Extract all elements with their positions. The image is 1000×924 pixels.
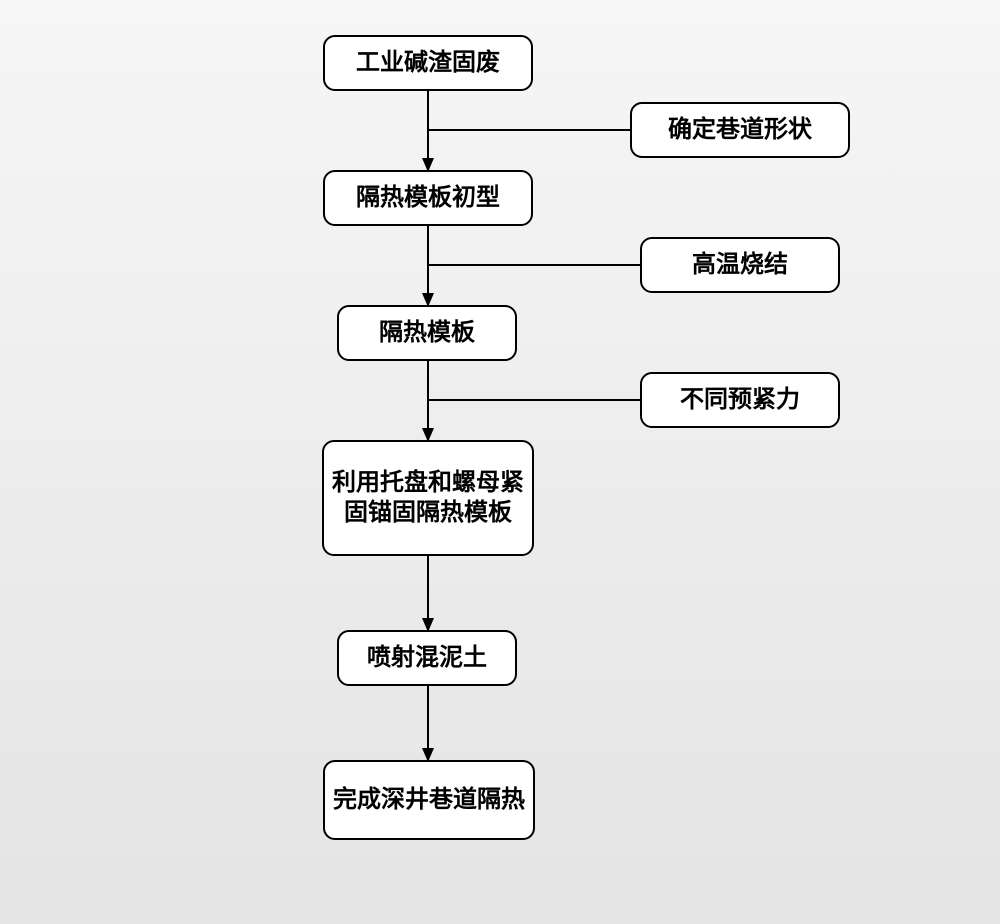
node-label: 工业碱渣固废 (356, 48, 500, 78)
flowchart-node: 完成深井巷道隔热 (323, 760, 535, 840)
node-label: 不同预紧力 (680, 385, 800, 415)
node-label: 隔热模板初型 (356, 183, 500, 213)
node-label: 利用托盘和螺母紧固锚固隔热模板 (332, 468, 524, 528)
node-label: 喷射混泥土 (367, 643, 487, 673)
node-label: 隔热模板 (379, 318, 475, 348)
flowchart-node: 高温烧结 (640, 237, 840, 293)
node-label: 完成深井巷道隔热 (333, 785, 525, 815)
flowchart-node: 工业碱渣固废 (323, 35, 533, 91)
flowchart-node: 喷射混泥土 (337, 630, 517, 686)
flowchart-node: 利用托盘和螺母紧固锚固隔热模板 (322, 440, 534, 556)
flowchart-node: 不同预紧力 (640, 372, 840, 428)
node-label: 确定巷道形状 (668, 115, 812, 145)
flowchart-node: 隔热模板 (337, 305, 517, 361)
flowchart-node: 隔热模板初型 (323, 170, 533, 226)
flowchart-node: 确定巷道形状 (630, 102, 850, 158)
flowchart-canvas: 工业碱渣固废确定巷道形状隔热模板初型高温烧结隔热模板不同预紧力利用托盘和螺母紧固… (0, 0, 1000, 924)
node-label: 高温烧结 (692, 250, 788, 280)
